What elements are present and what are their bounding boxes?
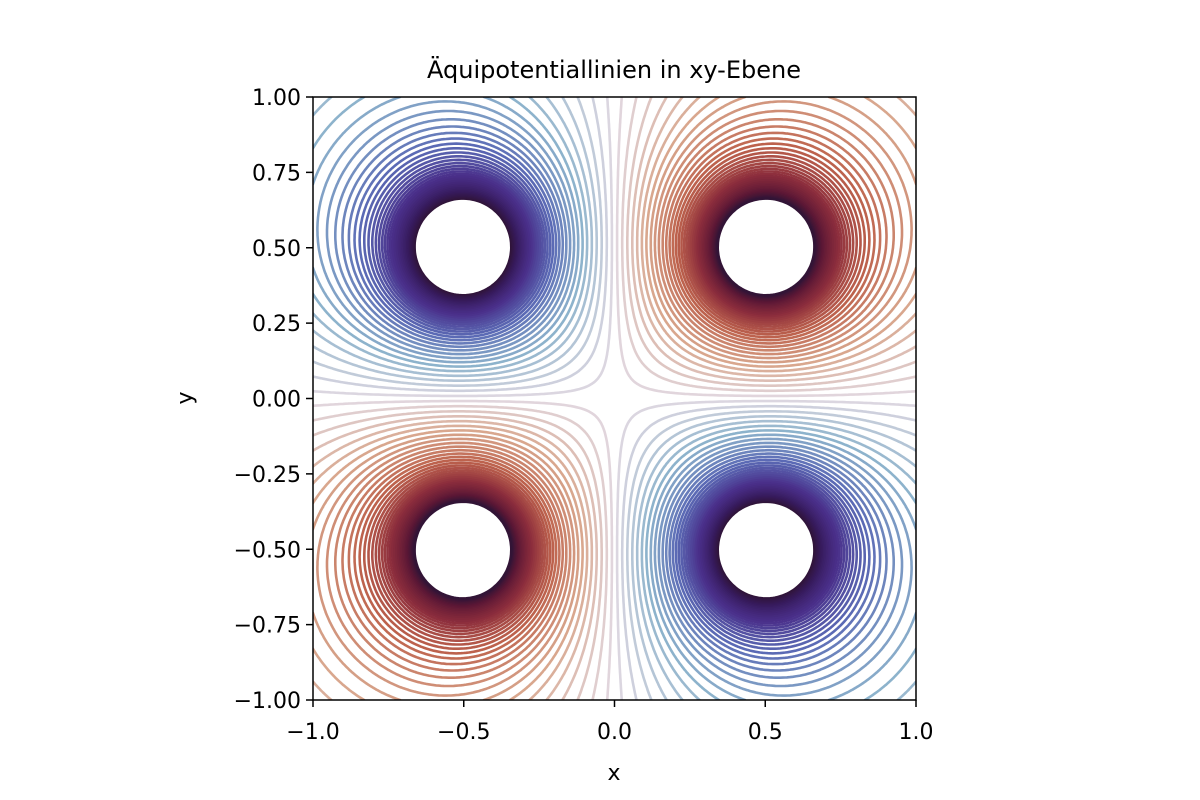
contour-level-line bbox=[380, 164, 849, 633]
contour-level-line bbox=[395, 179, 834, 618]
contour-level-line bbox=[400, 184, 829, 613]
contour-level-line bbox=[388, 172, 841, 625]
contour-level-line bbox=[402, 186, 827, 611]
contour-level-line bbox=[313, 97, 916, 700]
contour-level-line bbox=[313, 97, 916, 700]
charge-center bbox=[439, 525, 488, 574]
contour-level-line bbox=[377, 161, 852, 636]
contour-level-line bbox=[393, 177, 836, 620]
y-tick-label: −0.25 bbox=[234, 463, 301, 488]
contour-level-line bbox=[325, 109, 904, 688]
contour-level-line bbox=[313, 97, 916, 700]
charge-center bbox=[741, 525, 790, 574]
contour-level-line bbox=[347, 131, 882, 666]
y-tick-label: 0.50 bbox=[252, 237, 301, 262]
contour-level-line bbox=[386, 170, 843, 627]
contour-level-line bbox=[374, 158, 855, 639]
contour-level-line bbox=[341, 125, 888, 672]
x-tick-label: −0.5 bbox=[437, 720, 490, 745]
x-tick-label: 0.0 bbox=[597, 720, 632, 745]
y-tick-label: 0.25 bbox=[252, 312, 301, 337]
contour-level-line bbox=[313, 97, 916, 700]
contour-lines bbox=[313, 97, 916, 700]
contour-level-line bbox=[313, 97, 916, 700]
contour-level-line bbox=[313, 97, 916, 700]
contour-level-line bbox=[313, 97, 916, 700]
contour-level-line bbox=[377, 161, 852, 636]
y-axis-ticks: −1.00 −0.75 −0.50 −0.25 0.00 0.25 0.50 0.75 1.00 bbox=[234, 86, 313, 714]
contour-level-line bbox=[313, 97, 916, 700]
contour-level-line bbox=[325, 109, 904, 688]
contour-level-line bbox=[383, 167, 846, 630]
contour-level-line bbox=[398, 182, 831, 615]
contour-level-line bbox=[347, 131, 882, 666]
contour-level-line bbox=[380, 164, 849, 633]
contour-level-line bbox=[390, 174, 839, 623]
x-axis-ticks: −1.0 −0.5 0.0 0.5 1.0 bbox=[286, 700, 934, 745]
contour-level-line bbox=[388, 172, 841, 625]
x-tick-label: 0.5 bbox=[748, 720, 783, 745]
contour-level-line bbox=[313, 97, 916, 700]
contour-level-line bbox=[398, 182, 831, 615]
contour-level-line bbox=[396, 180, 833, 617]
y-tick-label: −1.00 bbox=[234, 689, 301, 714]
contour-level-line bbox=[334, 118, 895, 679]
contour-level-line bbox=[334, 118, 895, 679]
contour-level-line bbox=[363, 147, 866, 650]
y-tick-label: −0.50 bbox=[234, 538, 301, 563]
contour-level-line bbox=[395, 179, 834, 618]
y-tick-label: 0.00 bbox=[252, 388, 301, 413]
contour-level-line bbox=[400, 184, 829, 613]
contour-level-line bbox=[353, 137, 876, 660]
contour-level-line bbox=[358, 142, 871, 655]
contour-level-line bbox=[371, 155, 858, 642]
contour-level-line bbox=[313, 97, 916, 700]
y-tick-label: 1.00 bbox=[252, 86, 301, 111]
contour-level-line bbox=[313, 97, 916, 700]
contour-level-line bbox=[374, 158, 855, 639]
x-axis-label: x bbox=[607, 761, 620, 786]
contour-level-line bbox=[393, 177, 836, 620]
y-tick-label: −0.75 bbox=[234, 614, 301, 639]
x-tick-label: −1.0 bbox=[286, 720, 339, 745]
contour-level-line bbox=[353, 137, 876, 660]
x-tick-label: 1.0 bbox=[899, 720, 934, 745]
charge-center bbox=[741, 223, 790, 272]
contour-level-line bbox=[313, 97, 916, 700]
contour-level-line bbox=[363, 147, 866, 650]
contour-level-line bbox=[367, 151, 862, 646]
contour-level-line bbox=[313, 97, 916, 700]
charge-center bbox=[439, 223, 488, 272]
contour-level-line bbox=[371, 155, 858, 642]
contour-level-line bbox=[316, 100, 913, 697]
contour-level-line bbox=[390, 174, 839, 623]
contour-level-line bbox=[316, 100, 913, 697]
contour-level-line bbox=[313, 97, 916, 700]
contour-level-line bbox=[396, 180, 833, 617]
contour-level-line bbox=[386, 170, 843, 627]
contour-level-line bbox=[341, 125, 888, 672]
contour-level-line bbox=[313, 97, 916, 700]
contour-level-line bbox=[383, 167, 846, 630]
contour-level-line bbox=[413, 197, 816, 600]
contour-level-line bbox=[358, 142, 871, 655]
y-tick-label: 0.75 bbox=[252, 161, 301, 186]
y-axis-label: y bbox=[173, 391, 198, 404]
contour-level-line bbox=[367, 151, 862, 646]
chart-title: Äquipotentiallinien in xy-Ebene bbox=[427, 55, 801, 84]
